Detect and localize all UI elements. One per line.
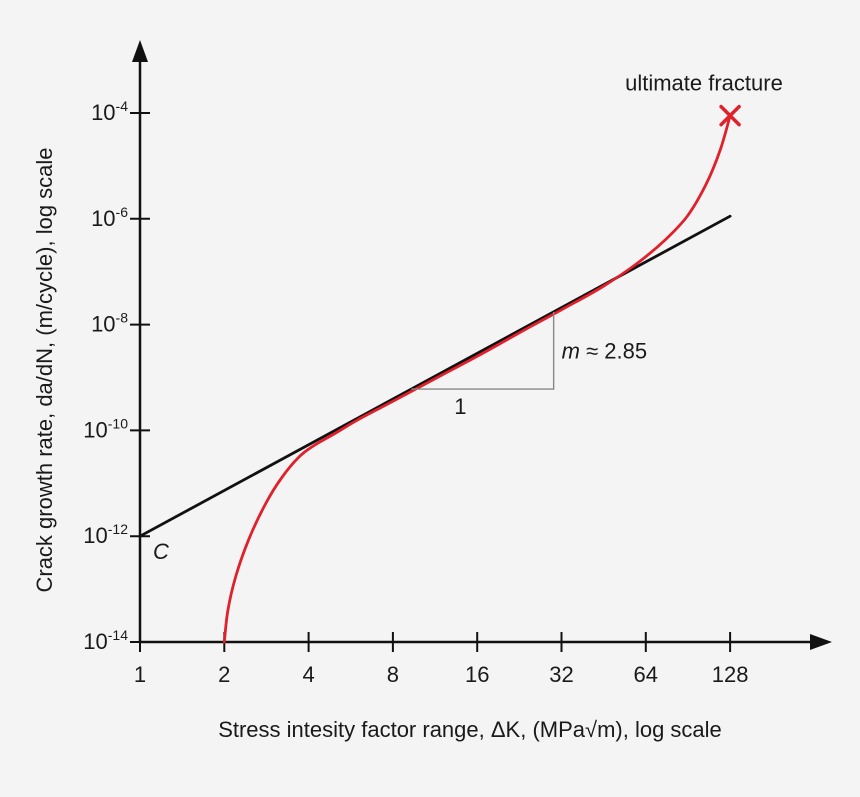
x-tick-label: 8 — [387, 662, 399, 687]
x-axis-title: Stress intesity factor range, ΔK, (MPa√m… — [218, 717, 722, 742]
y-axis-arrow — [132, 40, 148, 62]
y-axis-title: Crack growth rate, da/dN, (m/cycle), log… — [32, 147, 57, 592]
x-tick-label: 16 — [465, 662, 489, 687]
fracture-marker — [719, 104, 741, 127]
x-tick-label: 128 — [712, 662, 749, 687]
y-tick-label: 10-10 — [83, 415, 128, 442]
y-tick-label: 10-14 — [83, 627, 128, 654]
fit-line — [138, 214, 732, 538]
y-tick-label: 10-4 — [91, 98, 128, 125]
x-tick-label: 4 — [302, 662, 314, 687]
y-tick-label: 10-6 — [91, 204, 128, 231]
data-curve — [222, 114, 732, 644]
y-tick-label: 10-8 — [91, 310, 128, 337]
fracture-label: ultimate fracture — [625, 71, 783, 96]
y-tick-label: 10-12 — [83, 521, 128, 548]
c-intercept-label: C — [153, 539, 169, 564]
slope-triangle — [411, 311, 555, 390]
x-tick-label: 2 — [218, 662, 230, 687]
x-axis-arrow — [810, 634, 832, 650]
x-tick-label: 64 — [634, 662, 658, 687]
slope-label: m ≈ 2.85 — [562, 338, 647, 363]
x-tick-label: 32 — [549, 662, 573, 687]
run-label: 1 — [454, 394, 466, 419]
x-tick-label: 1 — [134, 662, 146, 687]
